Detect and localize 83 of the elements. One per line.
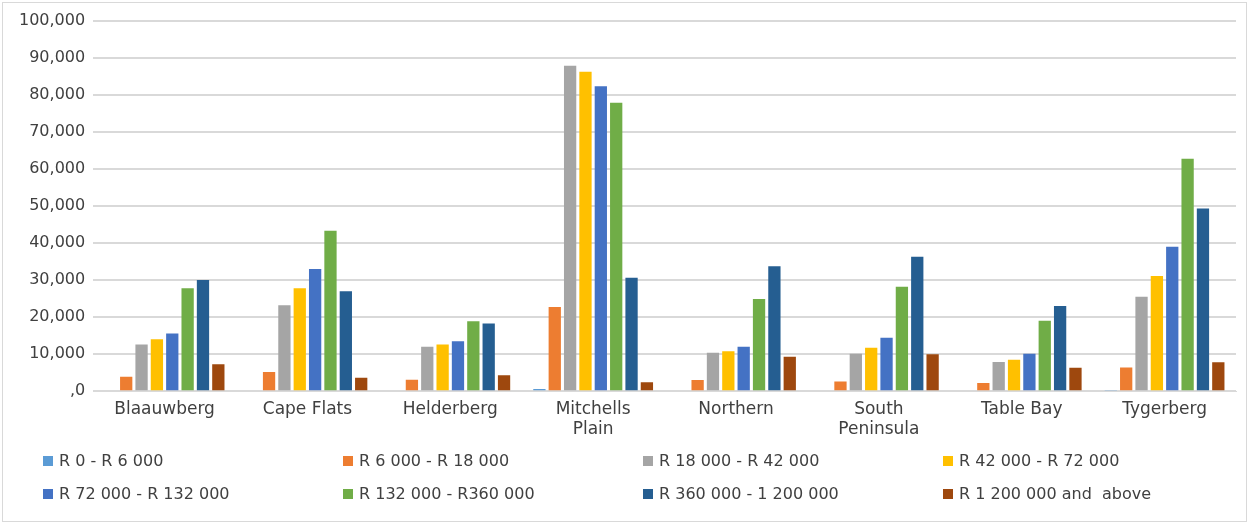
y-tick-label: 10,000: [29, 343, 86, 363]
bar: [308, 268, 322, 391]
y-tick-label: ,0: [69, 380, 86, 400]
bar: [451, 341, 465, 391]
bar: [579, 71, 592, 391]
bar: [262, 371, 276, 391]
x-tick-label: Table Bay: [979, 397, 1063, 418]
bar: [1150, 275, 1164, 391]
x-tick-label: Mitchells Plain: [555, 397, 631, 439]
legend-label: R 72 000 - R 132 000: [59, 484, 230, 503]
y-tick-label: 50,000: [29, 195, 86, 215]
bar: [911, 256, 924, 391]
x-tick-label: Cape Flats: [262, 397, 353, 418]
legend-label: R 0 - R 6 000: [59, 451, 164, 470]
bar: [150, 339, 164, 391]
bar: [563, 65, 577, 391]
bar: [1023, 353, 1036, 391]
bar: [1038, 320, 1051, 391]
y-tick-label: 20,000: [29, 306, 86, 326]
bar: [339, 291, 352, 391]
bar: [691, 380, 704, 391]
bar: [135, 344, 148, 391]
bar: [706, 352, 720, 391]
bar: [1181, 158, 1194, 391]
bar: [849, 353, 862, 391]
y-tick-label: 100,000: [18, 9, 86, 29]
bar: [212, 364, 225, 391]
legend-label: R 132 000 - R360 000: [359, 484, 535, 503]
legend-label: R 1 200 000 and above: [959, 484, 1152, 503]
bar: [421, 346, 434, 391]
bar: [737, 346, 750, 391]
x-tick-label: Blaauwberg: [114, 397, 215, 418]
bar: [722, 351, 735, 391]
y-tick-label: 60,000: [29, 158, 86, 177]
bar: [977, 383, 990, 391]
bar: [594, 86, 607, 391]
bar: [610, 102, 623, 391]
x-tick-label: Tygerberg: [1121, 397, 1207, 418]
bar: [1196, 208, 1210, 391]
bar: [1166, 246, 1179, 391]
legend-label: R 18 000 - R 42 000: [659, 451, 820, 470]
x-tick-label: Northern: [698, 397, 774, 418]
bar: [120, 376, 133, 391]
bar: [482, 323, 495, 391]
bar: [865, 347, 878, 391]
bar: [992, 361, 1005, 391]
bar: [467, 321, 480, 391]
y-tick-label: 80,000: [29, 83, 86, 103]
bar: [895, 286, 909, 391]
bar: [926, 354, 939, 391]
bar: [436, 344, 449, 391]
x-tick-label: Helderberg: [402, 397, 498, 418]
bar: [293, 288, 306, 391]
bar: [355, 377, 368, 391]
bar: [640, 382, 654, 391]
bar: [497, 375, 511, 391]
bar: [1120, 367, 1133, 391]
y-tick-label: 40,000: [29, 232, 86, 252]
bar: [768, 266, 781, 391]
bar: [880, 337, 893, 391]
bar: [1212, 362, 1225, 391]
y-tick-label: 70,000: [29, 120, 86, 140]
bar: [324, 230, 337, 391]
bar: [1007, 359, 1021, 391]
bar: [181, 288, 194, 391]
bar: [783, 356, 796, 391]
bar: [278, 305, 291, 391]
bar: [1053, 305, 1067, 391]
legend-label: R 6 000 - R 18 000: [359, 451, 510, 470]
bar: [1135, 296, 1148, 391]
y-tick-label: 90,000: [29, 46, 86, 66]
bar: [834, 381, 847, 391]
bar: [405, 379, 419, 391]
bar: [625, 277, 638, 391]
legend-label: R 42 000 - R 72 000: [959, 451, 1120, 470]
y-tick-label: 30,000: [29, 269, 86, 289]
bar: [1069, 367, 1082, 391]
x-tick-label: South Peninsula: [838, 397, 920, 439]
bar: [166, 333, 179, 391]
bar: [752, 298, 766, 391]
bar: [196, 280, 210, 391]
legend-label: R 360 000 - 1 200 000: [659, 484, 839, 503]
bar: [548, 307, 561, 391]
